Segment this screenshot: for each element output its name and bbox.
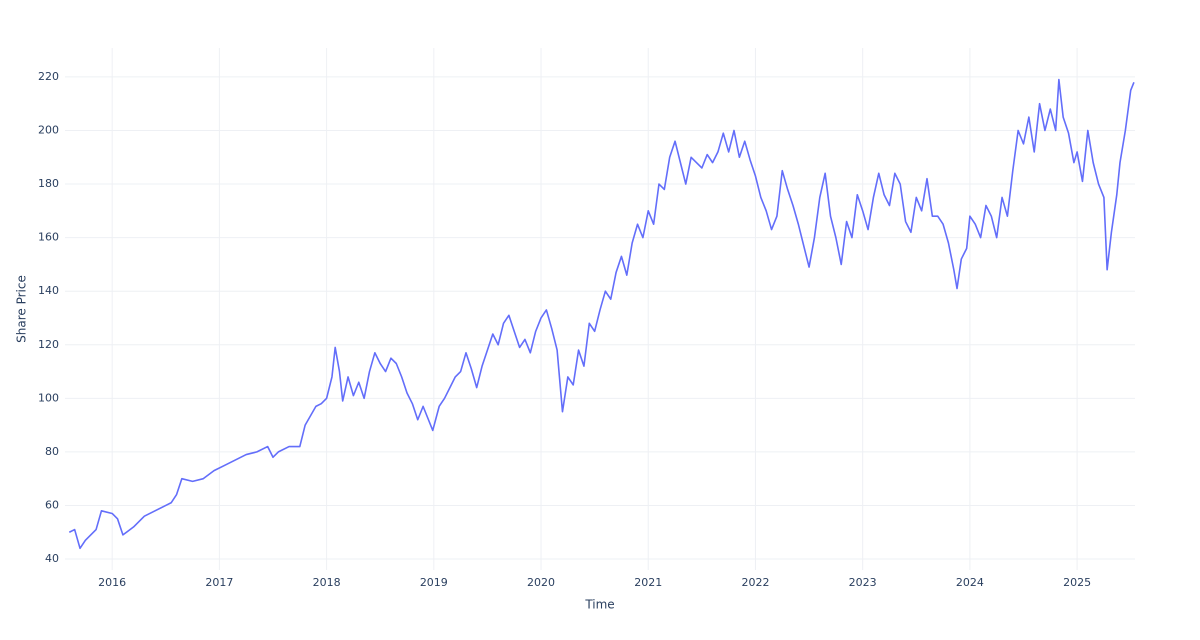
x-tick-label: 2018 [313,576,341,589]
x-tick-label: 2016 [98,576,126,589]
y-tick-label: 60 [45,498,59,511]
x-tick-label: 2023 [849,576,877,589]
x-tick-label: 2025 [1063,576,1091,589]
x-tick-label: 2017 [205,576,233,589]
y-tick-label: 140 [38,284,59,297]
y-tick-label: 180 [38,177,59,190]
y-axis-title: Share Price [15,275,29,343]
y-tick-label: 200 [38,123,59,136]
x-tick-label: 2020 [527,576,555,589]
price-line [68,78,1135,550]
x-tick-label: 2021 [634,576,662,589]
y-tick-label: 40 [45,552,59,565]
x-tick-label: 2024 [956,576,984,589]
y-tick-label: 120 [38,338,59,351]
x-axis-title: Time [584,598,614,612]
y-tick-label: 220 [38,70,59,83]
x-tick-label: 2022 [741,576,769,589]
x-tick-label: 2019 [420,576,448,589]
y-tick-label: 100 [38,391,59,404]
y-tick-label: 160 [38,231,59,244]
y-tick-label: 80 [45,445,59,458]
